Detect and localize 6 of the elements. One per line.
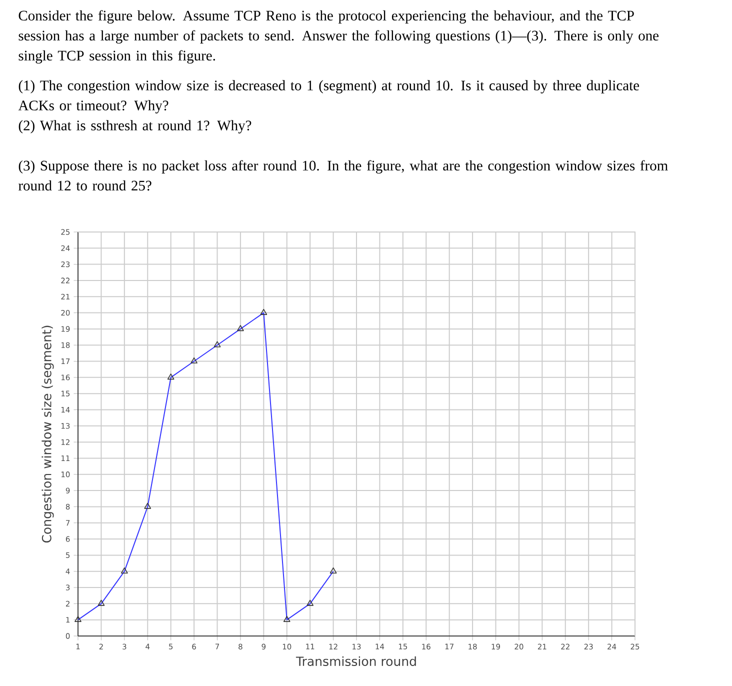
chart-title: Consider the figure below. Assume TCP Reno is the protocol experiencing the behaviour, and the TCP session has a large number of packets to send. Answer the following questions (1)—(3). There is only one single TCP session in this figure. [18,10,659,64]
x-axis-title: Transmission round [296,656,416,666]
text: (1) The congestion window size is decreased to 1 (segment) at round 10. Is it caused by three duplicate ACKs or timeout? Why? [18,80,640,114]
text: (3) Suppose there is no packet loss after round 10. In the figure, what are the congestion window sizes from round 12 to round 25? [18,160,668,191]
y-axis-title: Congestion window size (segment) [42,326,54,543]
text: (2) What is ssthresh at round 1? Why? [18,120,252,134]
